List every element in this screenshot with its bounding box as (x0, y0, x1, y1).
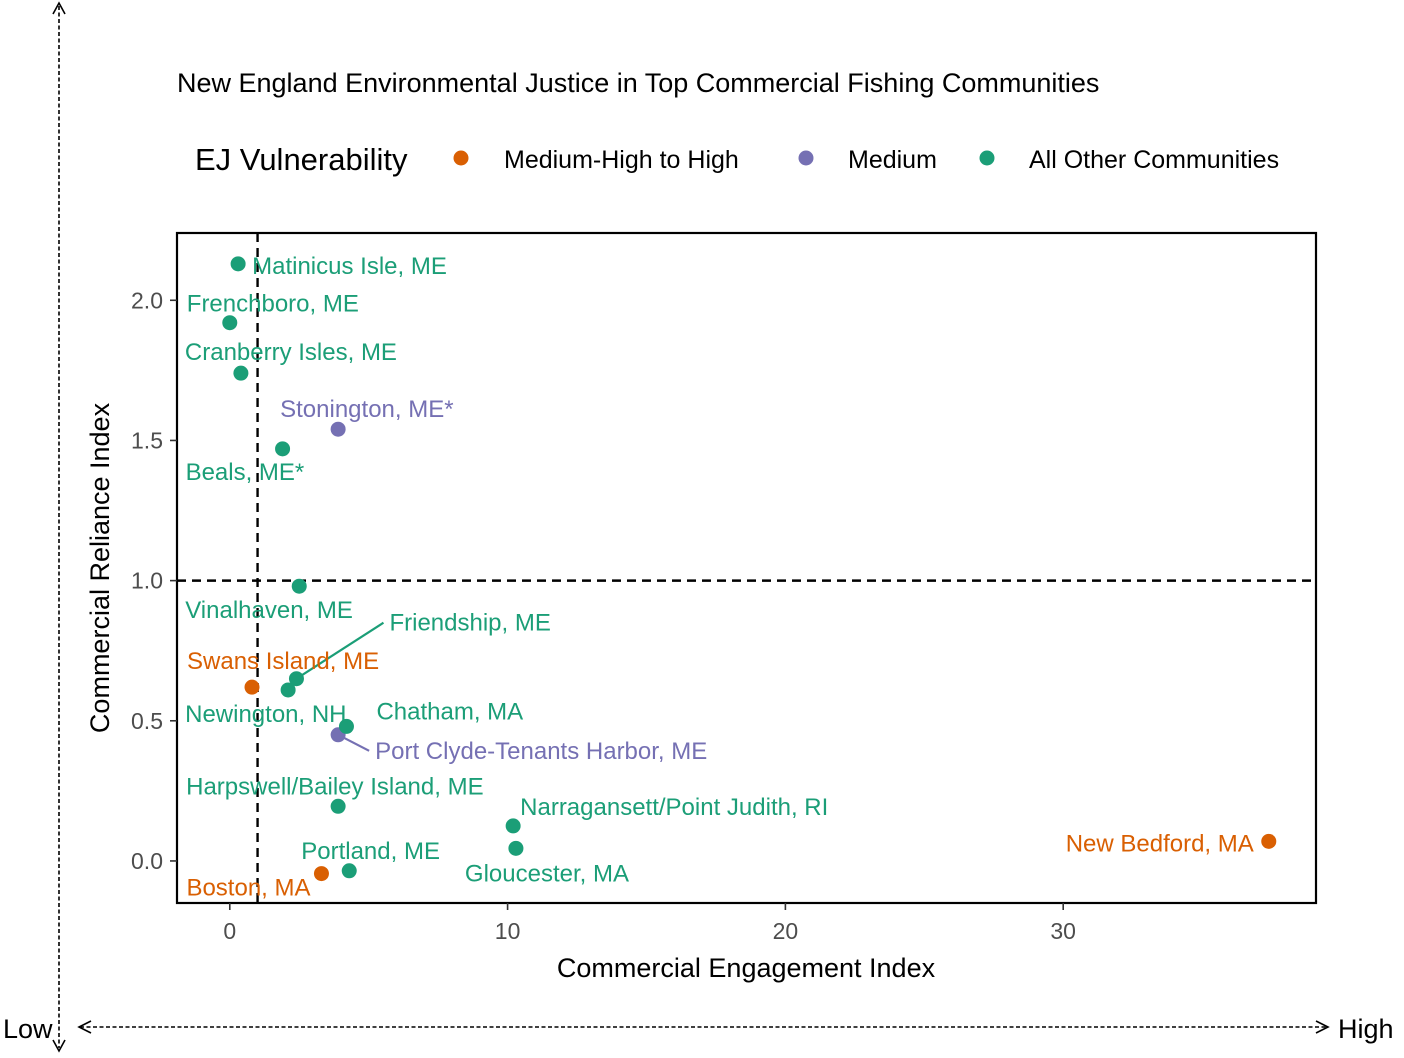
point-stonington-me (330, 421, 346, 437)
y-tick-label: 1.5 (131, 427, 163, 453)
label-cranberry-isles-me: Cranberry Isles, ME (185, 339, 397, 366)
outer-arrows (52, 1, 1330, 1053)
label-newington-nh: Newington, NH (185, 701, 346, 728)
leader-line-friendship-me (295, 621, 385, 680)
high-label: High (1338, 1014, 1394, 1044)
horizontal-arrow-head-right (1315, 1020, 1330, 1034)
point-portland-me (341, 863, 357, 879)
y-axis-ticks: 0.0 0.5 1.0 1.5 2.0 (131, 287, 177, 874)
label-new-bedford-ma: New Bedford, MA (1066, 830, 1254, 857)
plot-panel (175, 231, 1318, 905)
legend: EJ Vulnerability Medium-High to High Med… (195, 142, 1279, 177)
label-narragansett-point-judith-ri: Narragansett/Point Judith, RI (520, 794, 828, 821)
x-tick-label: 10 (495, 918, 521, 944)
point-new-bedford-ma (1261, 833, 1277, 849)
point-cranberry-isles-me (233, 365, 249, 381)
legend-title: EJ Vulnerability (195, 142, 408, 177)
label-matinicus-isle-me: Matinicus Isle, ME (252, 253, 447, 280)
label-chatham-ma: Chatham, MA (376, 698, 523, 725)
label-swans-island-me: Swans Island, ME (187, 648, 379, 675)
point-boston-ma (313, 866, 329, 882)
y-tick-label: 1.0 (131, 568, 163, 594)
legend-label-medium: Medium (848, 146, 937, 174)
label-gloucester-ma: Gloucester, MA (465, 860, 629, 887)
point-gloucester-ma (508, 840, 524, 856)
label-boston-ma: Boston, MA (186, 875, 310, 902)
x-tick-label: 0 (223, 918, 236, 944)
chart-title: New England Environmental Justice in Top… (177, 68, 1099, 98)
legend-marker-other (979, 150, 995, 166)
point-harpswell-bailey-island-me (330, 798, 346, 814)
label-frenchboro-me: Frenchboro, ME (187, 291, 359, 318)
label-vinalhaven-me: Vinalhaven, ME (185, 597, 353, 624)
legend-marker-medium (798, 150, 814, 166)
label-harpswell-bailey-island-me: Harpswell/Bailey Island, ME (186, 773, 483, 800)
point-newington-nh (280, 682, 296, 698)
vertical-arrow-head-top (52, 1, 66, 15)
label-port-clyde-tenants-harbor-me: Port Clyde-Tenants Harbor, ME (375, 738, 707, 765)
label-friendship-me: Friendship, ME (389, 610, 550, 637)
point-labels: Swans Island, ME Boston, MA New Bedford, M… (185, 253, 1254, 902)
point-vinalhaven-me (291, 578, 307, 594)
point-beals-me (275, 441, 291, 457)
label-stonington-me: Stonington, ME* (280, 396, 453, 423)
y-tick-label: 2.0 (131, 287, 163, 313)
legend-marker-high (453, 150, 469, 166)
point-friendship-me (288, 671, 304, 687)
horizontal-arrow-head-left (77, 1020, 92, 1034)
legend-label-high: Medium-High to High (504, 146, 739, 174)
x-axis-title: Commercial Engagement Index (557, 953, 936, 983)
y-tick-label: 0.0 (131, 848, 163, 874)
label-beals-me: Beals, ME* (186, 459, 305, 486)
x-axis-ticks: 0 10 20 30 (223, 903, 1076, 944)
x-tick-label: 30 (1050, 918, 1076, 944)
data-points (222, 256, 1277, 882)
y-axis-title: Commercial Reliance Index (85, 402, 115, 733)
reference-lines (177, 233, 1316, 903)
point-swans-island-me (244, 679, 260, 695)
y-tick-label: 0.5 (131, 708, 163, 734)
point-chatham-ma (338, 718, 354, 734)
x-tick-label: 20 (773, 918, 799, 944)
point-matinicus-isle-me (230, 256, 246, 272)
legend-label-other: All Other Communities (1029, 146, 1279, 174)
label-portland-me: Portland, ME (301, 838, 440, 865)
point-narragansett-point-judith-ri (505, 818, 521, 834)
point-frenchboro-me (222, 315, 238, 331)
vertical-arrow-head-bottom (52, 1039, 66, 1053)
low-label: Low (3, 1014, 53, 1044)
